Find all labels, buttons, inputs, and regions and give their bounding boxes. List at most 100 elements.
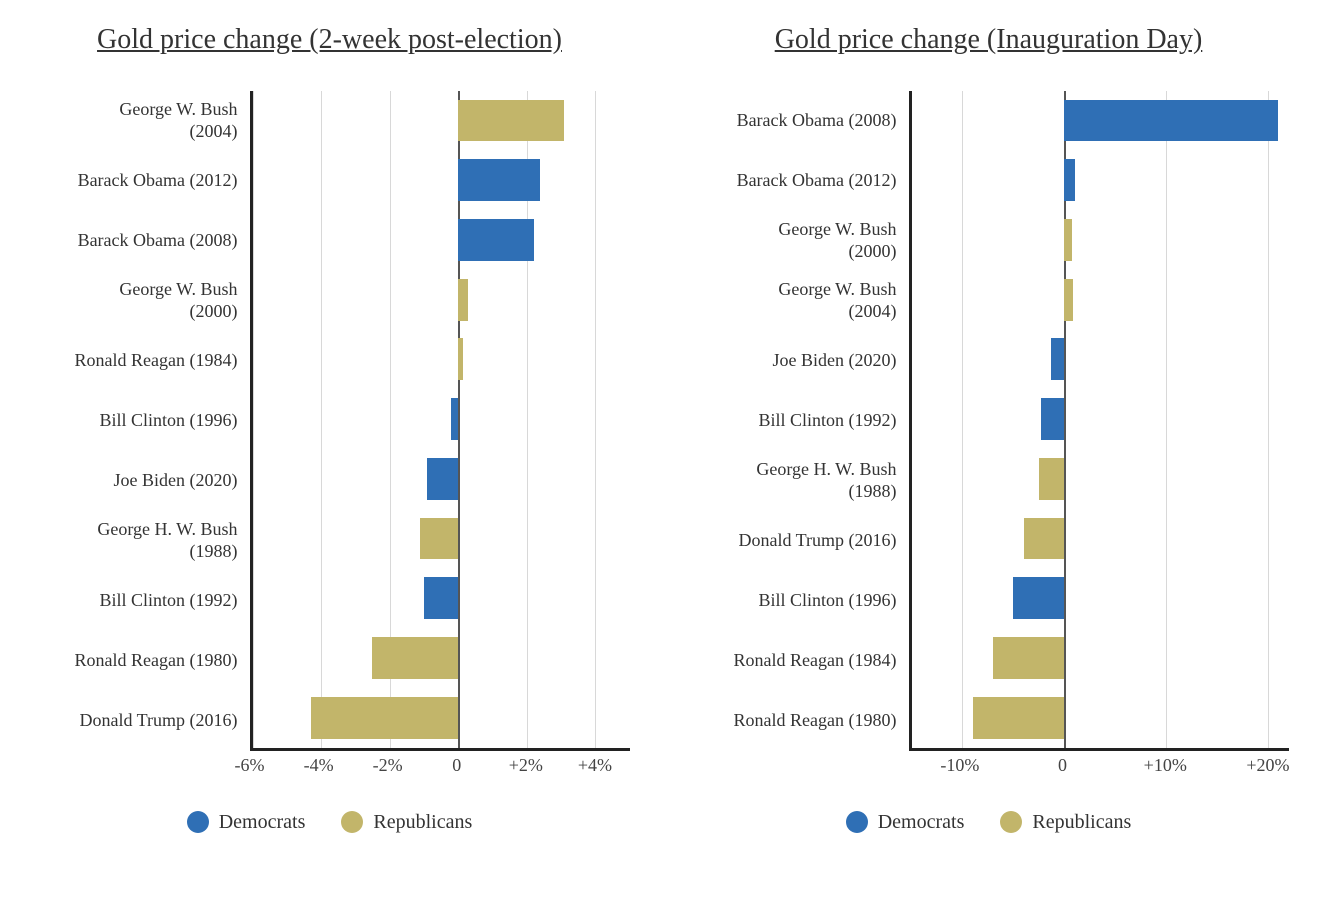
legend-label-republicans: Republicans — [373, 811, 472, 834]
category-label: Bill Clinton (1992) — [689, 391, 909, 451]
bar-row — [253, 270, 630, 330]
democrats-bar — [458, 159, 540, 201]
legend-item-republicans-r: Republicans — [1000, 811, 1131, 834]
category-label: George W. Bush (2000) — [689, 211, 909, 271]
legend-label-democrats: Democrats — [219, 811, 306, 834]
x-tick-label: 0 — [452, 755, 461, 776]
right-x-axis: -10%0+10%+20% — [909, 751, 1289, 783]
bar-row — [253, 330, 630, 390]
x-tick-label: -4% — [304, 755, 334, 776]
bar-row — [253, 628, 630, 688]
republicans-bar — [1064, 279, 1073, 321]
democrats-bar — [1041, 398, 1064, 440]
x-tick-label: 0 — [1058, 755, 1067, 776]
category-label: Ronald Reagan (1980) — [30, 631, 250, 691]
category-label: Bill Clinton (1996) — [689, 571, 909, 631]
category-label: George H. W. Bush (1988) — [30, 511, 250, 571]
republicans-bar — [973, 697, 1065, 739]
category-label: Donald Trump (2016) — [689, 511, 909, 571]
republicans-swatch-icon — [341, 811, 363, 833]
left-x-axis: -6%-4%-2%0+2%+4% — [250, 751, 630, 783]
republicans-bar — [372, 637, 458, 679]
x-tick-label: -10% — [940, 755, 979, 776]
republicans-bar — [458, 338, 463, 380]
category-label: Donald Trump (2016) — [30, 691, 250, 751]
democrats-bar — [427, 458, 458, 500]
bar-row — [912, 509, 1289, 569]
bar-row — [253, 150, 630, 210]
bar-row — [253, 389, 630, 449]
x-tick-label: -6% — [235, 755, 265, 776]
legend-item-democrats: Democrats — [187, 811, 306, 834]
category-label: George W. Bush (2004) — [689, 271, 909, 331]
right-plot-area: Barack Obama (2008)Barack Obama (2012)Ge… — [689, 91, 1289, 751]
x-tick-label: -2% — [373, 755, 403, 776]
right-chart: Barack Obama (2008)Barack Obama (2012)Ge… — [689, 91, 1289, 783]
category-label: Barack Obama (2008) — [689, 91, 909, 151]
bar-row — [912, 330, 1289, 390]
bar-row — [912, 568, 1289, 628]
left-chart: George W. Bush (2004)Barack Obama (2012)… — [30, 91, 630, 783]
right-y-labels: Barack Obama (2008)Barack Obama (2012)Ge… — [689, 91, 909, 751]
right-panel: Gold price change (Inauguration Day) Bar… — [659, 0, 1318, 911]
democrats-bar — [1064, 100, 1278, 142]
left-plot-area: George W. Bush (2004)Barack Obama (2012)… — [30, 91, 630, 751]
x-tick-label: +2% — [509, 755, 543, 776]
bar-row — [253, 568, 630, 628]
bar-row — [253, 449, 630, 509]
x-tick-label: +4% — [578, 755, 612, 776]
bar-row — [912, 628, 1289, 688]
legend-item-republicans: Republicans — [341, 811, 472, 834]
democrats-bar — [424, 577, 458, 619]
bar-row — [912, 270, 1289, 330]
democrats-swatch-icon — [846, 811, 868, 833]
category-label: Barack Obama (2012) — [689, 151, 909, 211]
legend-item-democrats-r: Democrats — [846, 811, 965, 834]
x-tick-label: +20% — [1246, 755, 1289, 776]
category-label: Ronald Reagan (1984) — [689, 631, 909, 691]
republicans-bar — [993, 637, 1064, 679]
category-label: Joe Biden (2020) — [689, 331, 909, 391]
category-label: Bill Clinton (1992) — [30, 571, 250, 631]
category-label: Joe Biden (2020) — [30, 451, 250, 511]
bar-row — [253, 91, 630, 151]
bar-row — [253, 509, 630, 569]
category-label: George W. Bush (2004) — [30, 91, 250, 151]
right-bars-area — [909, 91, 1289, 751]
bar-row — [912, 449, 1289, 509]
republicans-bar — [311, 697, 458, 739]
left-panel: Gold price change (2-week post-election)… — [0, 0, 659, 911]
category-label: Barack Obama (2012) — [30, 151, 250, 211]
bar-row — [912, 389, 1289, 449]
republicans-bar — [1039, 458, 1064, 500]
category-label: Barack Obama (2008) — [30, 211, 250, 271]
republicans-bar — [1024, 518, 1065, 560]
category-label: George W. Bush (2000) — [30, 271, 250, 331]
left-chart-title: Gold price change (2-week post-election) — [97, 20, 562, 61]
category-label: Bill Clinton (1996) — [30, 391, 250, 451]
bar-row — [912, 210, 1289, 270]
left-y-labels: George W. Bush (2004)Barack Obama (2012)… — [30, 91, 250, 751]
category-label: Ronald Reagan (1980) — [689, 691, 909, 751]
left-legend: Democrats Republicans — [187, 811, 473, 834]
democrats-bar — [451, 398, 458, 440]
legend-label-republicans: Republicans — [1032, 811, 1131, 834]
right-legend: Democrats Republicans — [846, 811, 1132, 834]
democrats-swatch-icon — [187, 811, 209, 833]
bar-row — [912, 688, 1289, 748]
bar-row — [912, 150, 1289, 210]
republicans-swatch-icon — [1000, 811, 1022, 833]
left-bars-area — [250, 91, 630, 751]
bar-row — [912, 91, 1289, 151]
bar-row — [253, 210, 630, 270]
bar-row — [253, 688, 630, 748]
legend-label-democrats: Democrats — [878, 811, 965, 834]
category-label: George H. W. Bush (1988) — [689, 451, 909, 511]
category-label: Ronald Reagan (1984) — [30, 331, 250, 391]
democrats-bar — [1013, 577, 1064, 619]
republicans-bar — [458, 279, 468, 321]
republicans-bar — [458, 100, 564, 142]
democrats-bar — [1051, 338, 1064, 380]
democrats-bar — [458, 219, 533, 261]
republicans-bar — [1064, 219, 1072, 261]
